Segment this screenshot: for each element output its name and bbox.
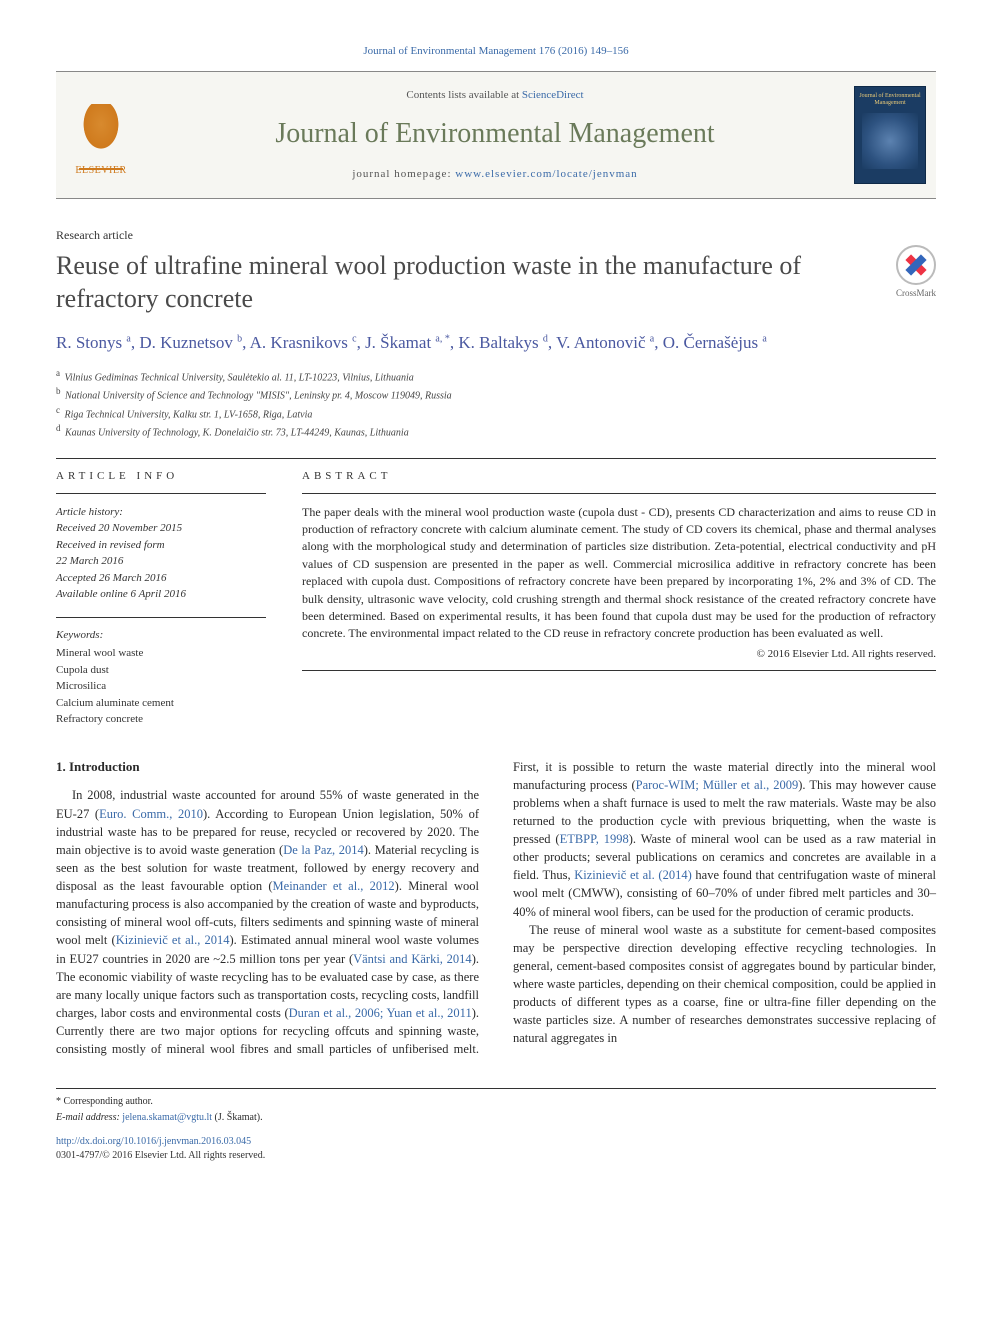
email-label: E-mail address: [56, 1112, 122, 1123]
section-heading-intro: 1. Introduction [56, 758, 479, 777]
crossmark-label: CrossMark [896, 287, 936, 300]
abstract-label: ABSTRACT [302, 469, 936, 484]
affiliation-list: a Vilnius Gediminas Technical University… [56, 367, 936, 440]
corresponding-email-link[interactable]: jelena.skamat@vgtu.lt [122, 1112, 212, 1123]
cover-image-icon [862, 113, 918, 169]
history-line: Received in revised form [56, 537, 266, 554]
journal-masthead: ELSEVIER Contents lists available at Sci… [56, 71, 936, 199]
divider [56, 617, 266, 618]
affiliation-item: c Riga Technical University, Kalku str. … [56, 404, 936, 422]
citation-link[interactable]: Meinander et al., 2012 [273, 879, 395, 893]
keyword-item: Cupola dust [56, 662, 266, 679]
affiliation-item: a Vilnius Gediminas Technical University… [56, 367, 936, 385]
contents-prefix: Contents lists available at [406, 89, 521, 101]
elsevier-logo: ELSEVIER [66, 92, 136, 178]
citation-link[interactable]: Duran et al., 2006; Yuan et al., [289, 1006, 444, 1020]
history-heading: Article history: [56, 504, 266, 521]
doi-link[interactable]: http://dx.doi.org/10.1016/j.jenvman.2016… [56, 1136, 251, 1147]
citation-link[interactable]: Väntsi and Kärki, 2014 [353, 952, 472, 966]
corresponding-email-line: E-mail address: jelena.skamat@vgtu.lt (J… [56, 1111, 936, 1125]
history-line: Accepted 26 March 2016 [56, 570, 266, 587]
article-history: Article history: Received 20 November 20… [56, 504, 266, 603]
keyword-item: Refractory concrete [56, 711, 266, 728]
journal-cover-thumbnail: Journal of Environmental Management [854, 86, 926, 184]
citation-link[interactable]: Kizinievič et al. (2014) [574, 868, 692, 882]
citation-link[interactable]: 2011 [447, 1006, 472, 1020]
article-title: Reuse of ultrafine mineral wool producti… [56, 250, 816, 315]
elsevier-tree-icon [74, 104, 128, 162]
doi-line: http://dx.doi.org/10.1016/j.jenvman.2016… [56, 1135, 936, 1149]
corresponding-author-note: * Corresponding author. [56, 1095, 936, 1109]
divider [56, 493, 266, 494]
author-list: R. Stonys a, D. Kuznetsov b, A. Krasniko… [56, 331, 936, 355]
keywords-heading: Keywords: [56, 628, 266, 643]
history-line: Available online 6 April 2016 [56, 586, 266, 603]
affiliation-item: d Kaunas University of Technology, K. Do… [56, 422, 936, 440]
article-info-column: ARTICLE INFO Article history: Received 2… [56, 469, 266, 727]
divider [302, 493, 936, 494]
abstract-text: The paper deals with the mineral wool pr… [302, 504, 936, 643]
article-info-label: ARTICLE INFO [56, 469, 266, 484]
email-attribution: (J. Škamat). [212, 1112, 263, 1123]
abstract-column: ABSTRACT The paper deals with the minera… [302, 469, 936, 727]
body-paragraph: The reuse of mineral wool waste as a sub… [513, 921, 936, 1048]
crossmark-icon [896, 245, 936, 285]
keyword-item: Mineral wool waste [56, 645, 266, 662]
divider [302, 670, 936, 671]
sciencedirect-link[interactable]: ScienceDirect [522, 89, 584, 101]
citation-link[interactable]: Kizinievič et al., 2014 [116, 933, 230, 947]
citation-link[interactable]: De la Paz, 2014 [283, 843, 364, 857]
keywords-list: Mineral wool wasteCupola dustMicrosilica… [56, 645, 266, 728]
history-line: Received 20 November 2015 [56, 520, 266, 537]
journal-citation-line: Journal of Environmental Management 176 … [56, 44, 936, 59]
history-line: 22 March 2016 [56, 553, 266, 570]
crossmark-badge[interactable]: CrossMark [896, 245, 936, 300]
homepage-prefix: journal homepage: [352, 168, 455, 180]
citation-link[interactable]: Paroc-WIM; Müller et al., 2009 [636, 778, 799, 792]
issn-copyright-line: 0301-4797/© 2016 Elsevier Ltd. All right… [56, 1149, 936, 1163]
journal-name: Journal of Environmental Management [146, 114, 844, 153]
article-body: 1. Introduction In 2008, industrial wast… [56, 758, 936, 1059]
journal-homepage-line: journal homepage: www.elsevier.com/locat… [146, 167, 844, 182]
article-type: Research article [56, 227, 936, 244]
citation-link[interactable]: ETBPP, 1998 [560, 832, 629, 846]
citation-link[interactable]: Euro. Comm., 2010 [99, 807, 203, 821]
abstract-copyright: © 2016 Elsevier Ltd. All rights reserved… [302, 647, 936, 662]
affiliation-item: b National University of Science and Tec… [56, 385, 936, 403]
contents-available-line: Contents lists available at ScienceDirec… [146, 88, 844, 103]
cover-title: Journal of Environmental Management [855, 93, 925, 106]
keyword-item: Calcium aluminate cement [56, 695, 266, 712]
keyword-item: Microsilica [56, 678, 266, 695]
page-footer: * Corresponding author. E-mail address: … [56, 1088, 936, 1163]
journal-homepage-link[interactable]: www.elsevier.com/locate/jenvman [455, 168, 637, 180]
